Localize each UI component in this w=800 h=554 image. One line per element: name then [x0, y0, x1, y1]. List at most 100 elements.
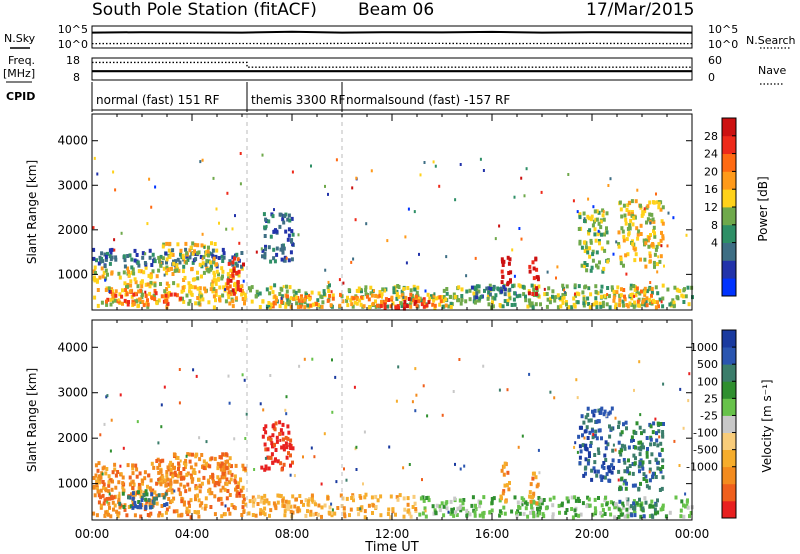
- velocity-cell: [422, 498, 426, 503]
- power-cell: [170, 266, 173, 271]
- velocity-scatter-cell: [262, 408, 265, 412]
- power-cell: [587, 216, 591, 221]
- power-cell: [232, 291, 236, 296]
- velocity-cell: [529, 494, 533, 499]
- power-scatter-cell: [583, 217, 586, 221]
- power-cell: [488, 292, 492, 297]
- velocity-cell: [157, 493, 161, 498]
- power-cell: [150, 263, 154, 267]
- velocity-cell: [625, 514, 629, 519]
- power-cell: [153, 283, 157, 288]
- power-cell: [290, 216, 294, 221]
- power-scatter-cell: [330, 290, 333, 294]
- power-cell: [648, 301, 652, 305]
- power-cell: [651, 298, 655, 303]
- power-cell: [570, 305, 574, 310]
- power-cell: [652, 225, 656, 230]
- velocity-cell: [642, 514, 646, 519]
- velocity-cell: [300, 499, 303, 504]
- velocity-cell: [121, 491, 125, 496]
- power-cell: [114, 293, 118, 298]
- velocity-cell: [103, 498, 107, 503]
- power-cell: [687, 302, 691, 307]
- power-cell: [198, 290, 202, 295]
- power-cell: [144, 265, 148, 270]
- velocity-cell: [175, 509, 179, 514]
- velocity-cell: [137, 500, 141, 504]
- power-cell: [191, 241, 195, 246]
- velocity-cell: [112, 507, 115, 512]
- velocity-cell: [600, 503, 604, 508]
- power-cell: [583, 285, 587, 290]
- power-scatter-cell: [523, 194, 526, 198]
- power-cell: [226, 281, 230, 286]
- velocity-cell: [660, 486, 664, 491]
- velocity-cell: [655, 431, 658, 436]
- velocity-scatter-cell: [160, 425, 163, 429]
- velocity-scatter-cell: [537, 448, 540, 452]
- velocity-cell: [600, 406, 604, 411]
- velocity-colorbar-swatch-8: [722, 364, 736, 382]
- power-cell: [573, 293, 577, 298]
- velocity-cell: [211, 476, 215, 481]
- velocity-scatter-cell: [528, 372, 531, 376]
- power-cell: [507, 261, 511, 266]
- power-cell: [289, 296, 293, 301]
- power-cell: [591, 249, 595, 254]
- velocity-cell: [599, 511, 603, 516]
- power-cell: [506, 255, 510, 260]
- velocity-cell: [456, 506, 460, 511]
- power-cell: [93, 277, 97, 282]
- power-cell: [631, 222, 635, 227]
- velocity-cell: [267, 466, 271, 471]
- power-cell: [578, 239, 582, 244]
- velocity-cell: [234, 463, 238, 468]
- power-cell: [236, 257, 240, 262]
- velocity-cell: [309, 512, 313, 517]
- velocity-cell: [107, 483, 111, 488]
- velocity-cell: [152, 465, 156, 470]
- velocity-cell: [608, 424, 611, 429]
- power-cell: [104, 276, 108, 281]
- power-cell: [123, 298, 127, 303]
- velocity-cell: [166, 477, 170, 482]
- velocity-cell: [617, 420, 621, 425]
- velocity-scatter-cell: [408, 463, 411, 466]
- velocity-scatter-cell: [687, 399, 690, 403]
- power-cell: [263, 252, 267, 256]
- power-cell: [152, 259, 156, 263]
- velocity-scatter-cell: [227, 374, 230, 378]
- velocity-cell: [241, 485, 245, 490]
- power-cell: [228, 274, 232, 278]
- power-cell: [397, 294, 401, 299]
- velocity-cell: [406, 509, 410, 514]
- power-colorbar-tick-label-6: 4: [711, 237, 718, 250]
- velocity-cell: [686, 505, 690, 510]
- power-cell: [206, 249, 210, 254]
- velocity-scatter-cell: [303, 357, 306, 361]
- power-cell: [445, 291, 449, 296]
- power-scatter-cell: [238, 241, 241, 245]
- power-cell: [282, 246, 286, 251]
- velocity-cell: [260, 495, 264, 500]
- power-cell: [493, 296, 497, 301]
- power-scatter-cell: [656, 270, 659, 274]
- power-cell: [452, 292, 456, 297]
- power-cell: [123, 281, 127, 286]
- power-cell: [600, 232, 603, 237]
- velocity-cell: [264, 464, 268, 469]
- velocity-cell: [219, 496, 223, 501]
- velocity-cell: [412, 494, 416, 499]
- velocity-colorbar-swatch-4: [722, 432, 736, 450]
- power-cell: [586, 296, 590, 301]
- velocity-cell: [633, 461, 637, 466]
- velocity-cell: [542, 498, 546, 502]
- power-cell: [628, 223, 632, 228]
- velocity-scatter-cell: [244, 437, 247, 440]
- power-cell: [188, 289, 191, 294]
- power-cell: [643, 257, 647, 262]
- power-cell: [607, 294, 611, 299]
- power-cell: [546, 297, 550, 302]
- power-cell: [346, 303, 350, 308]
- velocity-cell: [379, 494, 383, 499]
